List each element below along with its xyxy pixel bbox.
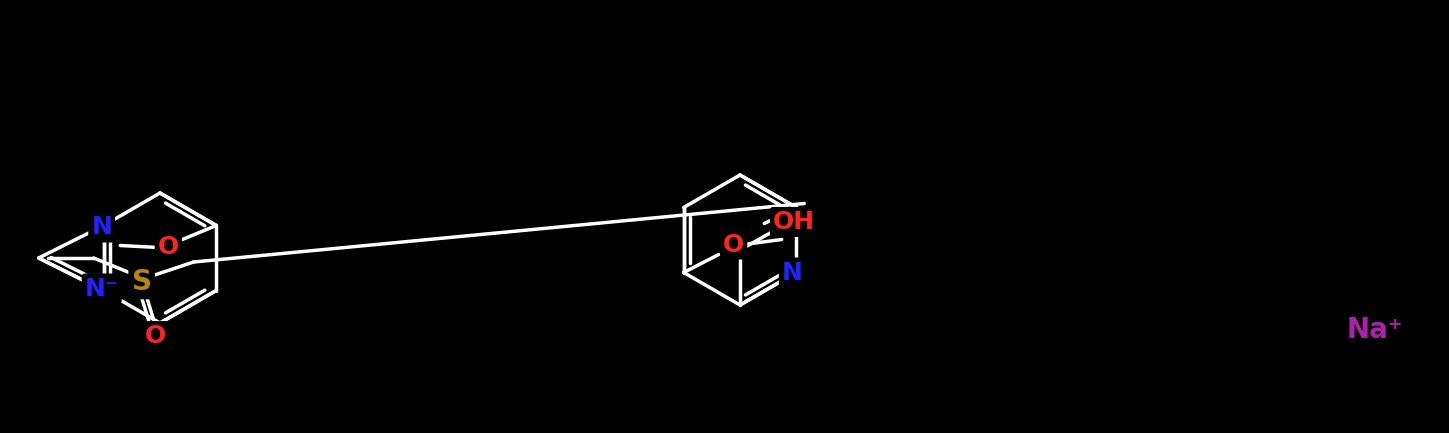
Text: N⁻: N⁻ — [84, 277, 119, 301]
Text: N: N — [782, 261, 803, 284]
Text: S: S — [132, 268, 152, 296]
Text: OH: OH — [772, 210, 814, 234]
Text: Na⁺: Na⁺ — [1346, 316, 1403, 344]
Text: O: O — [158, 236, 178, 259]
Text: O: O — [723, 233, 745, 256]
Text: O: O — [145, 324, 167, 348]
Text: N: N — [91, 216, 112, 239]
